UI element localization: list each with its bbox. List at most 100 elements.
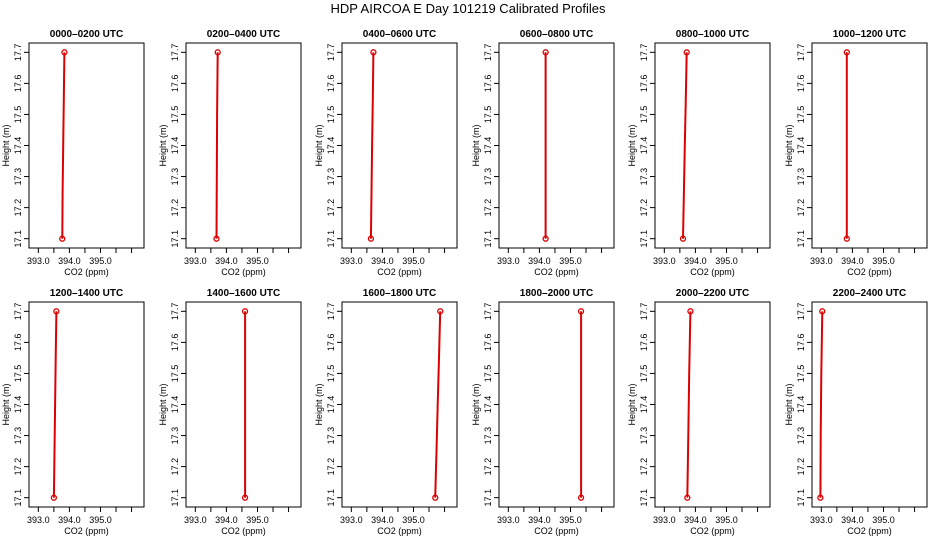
y-tick-label: 17.6 [326,75,336,93]
x-tick-label: 394.0 [841,515,864,525]
x-tick-label: 393.0 [340,256,363,266]
profile-line [215,52,219,239]
y-tick-label: 17.5 [796,365,806,383]
plot-frame [28,42,145,249]
x-tick-label: 393.0 [653,515,676,525]
y-tick-label: 17.4 [13,396,23,414]
x-tick-label: 394.0 [371,515,394,525]
panel-title: 1400–1600 UTC [207,288,280,299]
y-tick-label: 17.7 [170,44,180,62]
x-tick-label: 394.0 [215,256,238,266]
x-axis-label: CO2 (ppm) [64,267,109,277]
x-tick-label: 393.0 [810,256,833,266]
y-tick-label: 17.2 [13,458,23,476]
y-tick-label: 17.1 [326,489,336,507]
data-point [687,308,694,315]
page-title: HDP AIRCOA E Day 101219 Calibrated Profi… [330,1,606,16]
data-point [59,235,66,242]
y-tick-label: 17.6 [13,334,23,352]
y-tick-label: 17.5 [639,106,649,124]
data-point [542,235,549,242]
y-tick-label: 17.7 [639,44,649,62]
data-point [50,494,58,501]
y-tick-label: 17.6 [170,334,180,352]
data-point [370,49,377,56]
panel-3: 0600–0800 UTC 393.0 394.0 395.0 17.1 17.2 17.3… [471,29,615,277]
data-point [577,308,585,315]
y-tick-label: 17.2 [639,199,649,217]
plot-frame [811,42,928,249]
y-tick-label: 17.4 [326,137,336,155]
x-axis-label: CO2 (ppm) [64,526,109,536]
y-axis-label: Height (m) [158,124,168,166]
y-tick-label: 17.1 [796,230,806,248]
data-point [684,494,691,501]
x-axis-label: CO2 (ppm) [377,267,422,277]
data-point [241,494,249,501]
y-tick-label: 17.7 [13,303,23,321]
y-tick-label: 17.3 [483,427,493,445]
profile-line [434,311,442,498]
panel-1: 0200–0400 UTC 393.0 394.0 395.0 17.1 17.2 17.3… [158,29,302,277]
y-tick-label: 17.6 [13,75,23,93]
x-axis-label: CO2 (ppm) [377,526,422,536]
panel-8: 1600–1800 UTC 393.0 394.0 395.0 17.1 17.2 17.3… [314,288,458,536]
y-tick-label: 17.5 [170,365,180,383]
panel-9: 1800–2000 UTC 393.0 394.0 395.0 17.1 17.2 17.3… [471,288,615,536]
y-axis-label: Height (m) [471,124,481,166]
data-point [437,308,444,315]
y-tick-label: 17.2 [326,199,336,217]
y-tick-label: 17.4 [170,396,180,414]
panel-title: 0000–0200 UTC [50,29,123,40]
x-tick-label: 395.0 [89,256,112,266]
y-tick-label: 17.4 [796,137,806,155]
y-tick-label: 17.6 [796,334,806,352]
y-tick-label: 17.3 [170,427,180,445]
y-axis-label: Height (m) [627,124,637,166]
y-tick-label: 17.6 [483,75,493,93]
y-tick-label: 17.1 [170,489,180,507]
y-tick-label: 17.1 [483,230,493,248]
y-axis-label: Height (m) [314,124,324,166]
y-tick-label: 17.7 [483,303,493,321]
x-tick-label: 393.0 [27,256,50,266]
x-tick-label: 393.0 [184,256,207,266]
y-axis-label: Height (m) [1,383,11,425]
x-axis-label: CO2 (ppm) [221,267,266,277]
x-tick-label: 394.0 [684,256,707,266]
panel-10: 2000–2200 UTC 393.0 394.0 395.0 17.1 17.2 17.3… [627,288,771,536]
y-tick-label: 17.2 [326,458,336,476]
plot-frame [498,301,615,508]
y-axis-label: Height (m) [158,383,168,425]
panel-11: 2200–2400 UTC 393.0 394.0 395.0 17.1 17.2 17.3… [784,288,928,536]
panel-title: 0200–0400 UTC [207,29,280,40]
data-point [241,308,249,315]
y-tick-label: 17.6 [483,334,493,352]
x-axis-label: CO2 (ppm) [690,526,735,536]
y-tick-label: 17.4 [796,396,806,414]
y-tick-label: 17.1 [170,230,180,248]
plot-frame [498,42,615,249]
x-tick-label: 395.0 [246,256,269,266]
y-tick-label: 17.3 [796,427,806,445]
y-tick-label: 17.5 [13,106,23,124]
profile-line [369,52,375,239]
y-tick-label: 17.7 [796,44,806,62]
x-axis-label: CO2 (ppm) [534,526,579,536]
panel-title: 2000–2200 UTC [676,288,749,299]
panel-4: 0800–1000 UTC 393.0 394.0 395.0 17.1 17.2 17.3… [627,29,771,277]
x-tick-label: 393.0 [340,515,363,525]
x-tick-label: 395.0 [715,515,738,525]
y-tick-label: 17.1 [13,230,23,248]
y-tick-label: 17.4 [483,137,493,155]
plot-frame [341,42,458,249]
panel-title: 1800–2000 UTC [520,288,593,299]
y-axis-label: Height (m) [784,383,794,425]
y-tick-label: 17.3 [639,427,649,445]
x-tick-label: 393.0 [497,256,520,266]
y-tick-label: 17.5 [326,365,336,383]
data-point [214,49,221,56]
data-point [213,235,220,242]
y-tick-label: 17.7 [483,44,493,62]
y-axis-label: Height (m) [784,124,794,166]
